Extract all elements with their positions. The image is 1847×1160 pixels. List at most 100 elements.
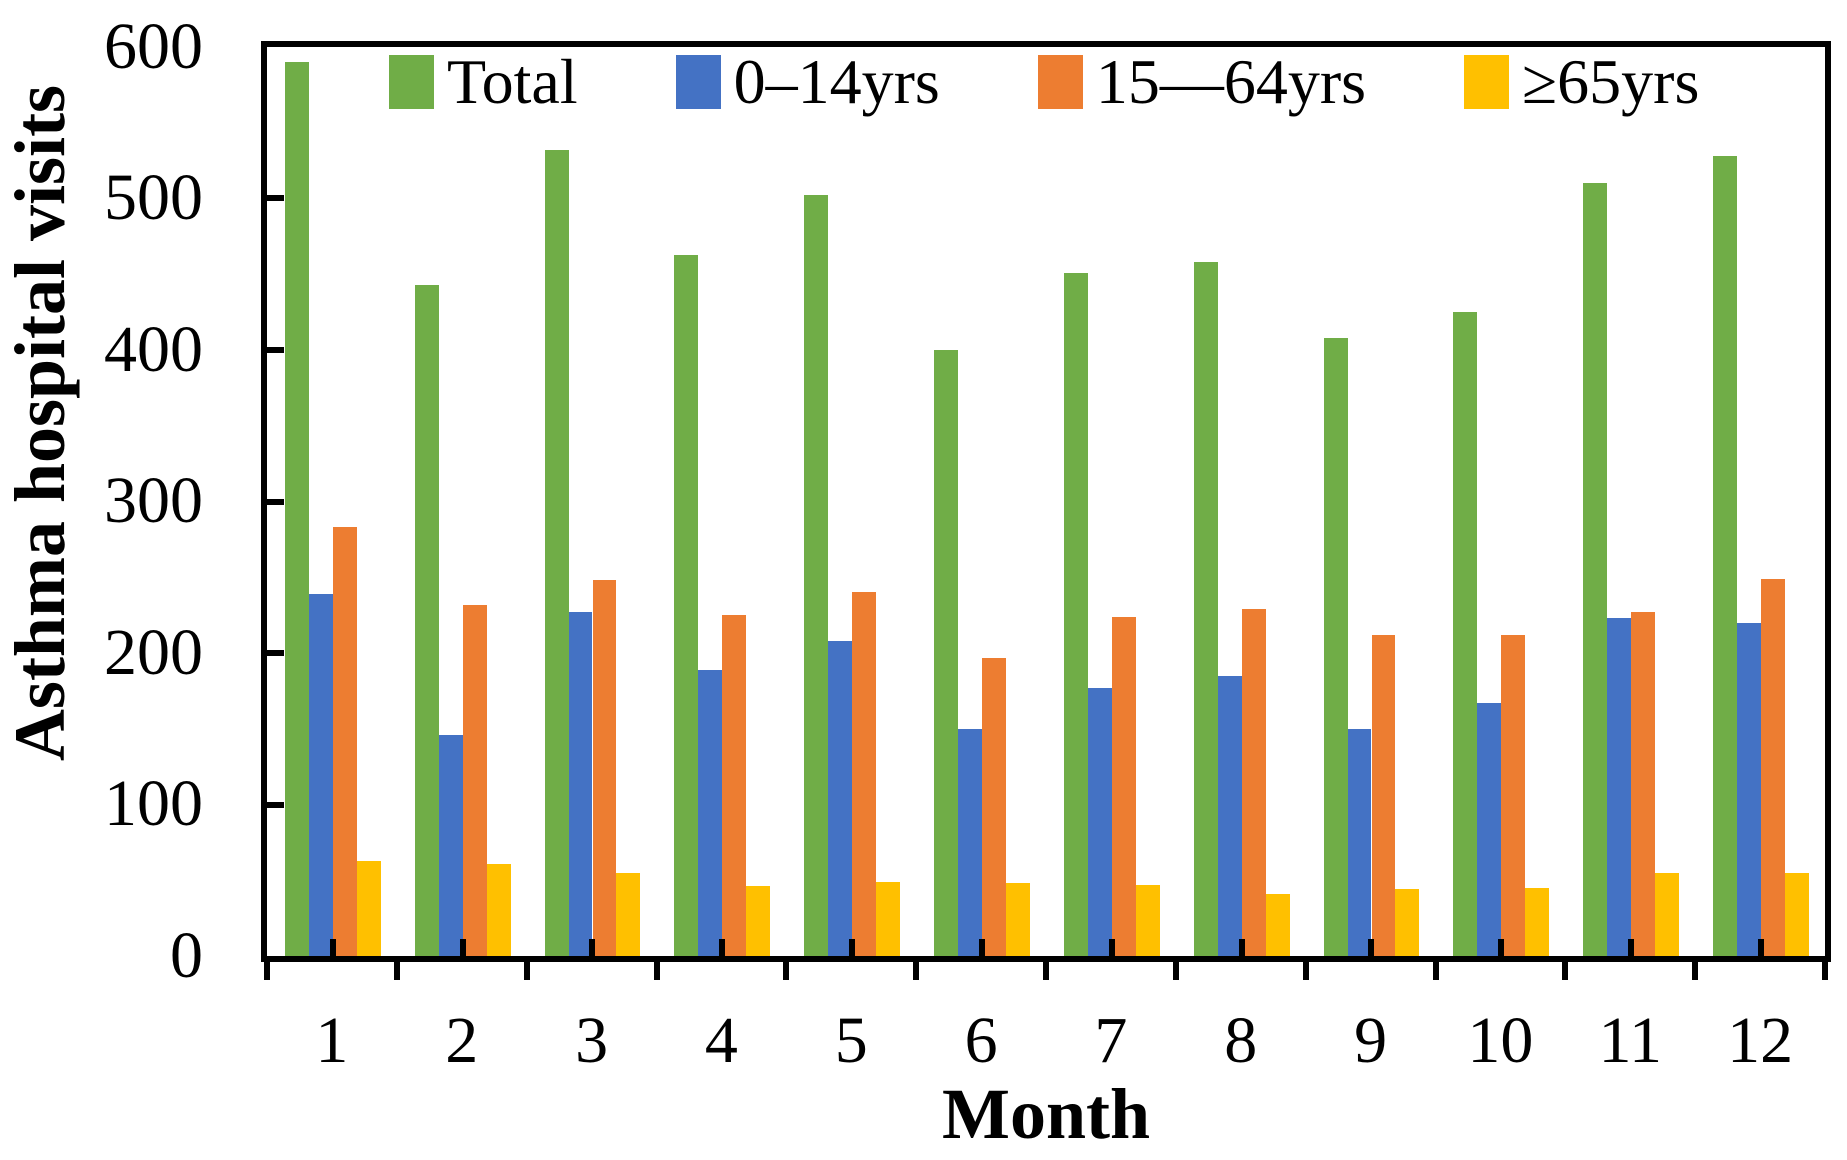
x-tick-label-8: 8 <box>1224 1004 1258 1077</box>
y-axis-tick-500 <box>267 195 284 202</box>
x-tick-label-1: 1 <box>315 1004 349 1077</box>
x-axis-boundary-tick-3 <box>653 956 660 980</box>
x-axis-boundary-tick-11 <box>1692 956 1699 980</box>
y-axis-tick-300 <box>267 498 284 505</box>
bar-total-month-9 <box>1323 337 1348 956</box>
bar-group-month-5 <box>786 47 916 956</box>
bar--65yrs-month-7 <box>1135 884 1160 956</box>
bar-15-64yrs-month-11 <box>1631 612 1656 956</box>
bar--65yrs-month-12 <box>1784 872 1809 956</box>
bar-total-month-6 <box>934 350 959 956</box>
x-axis-title: Month <box>941 1074 1151 1154</box>
bar-15-64yrs-month-8 <box>1241 609 1266 956</box>
legend-swatch-0-14yrs <box>675 55 721 109</box>
x-axis-center-tick-5 <box>849 939 856 956</box>
legend-label--65yrs: ≥65yrs <box>1522 46 1700 117</box>
bar-group-month-10 <box>1436 47 1566 956</box>
bar-0-14yrs-month-1 <box>308 593 333 956</box>
bar-0-14yrs-month-6 <box>958 728 982 956</box>
x-axis-boundary-tick-1 <box>393 956 400 980</box>
bar--65yrs-month-10 <box>1525 887 1550 956</box>
bar-0-14yrs-month-3 <box>568 612 593 956</box>
x-axis-boundary-tick-5 <box>913 956 920 980</box>
legend-item-total: Total <box>389 50 578 114</box>
bar--65yrs-month-5 <box>876 881 901 956</box>
x-axis-boundary-tick-0 <box>264 956 270 980</box>
bar-group-month-2 <box>397 47 527 956</box>
y-axis-tick-100 <box>267 801 284 808</box>
bar-total-month-7 <box>1063 272 1088 956</box>
bar-15-64yrs-month-10 <box>1501 634 1526 956</box>
legend-item--65yrs: ≥65yrs <box>1464 50 1699 114</box>
y-axis-tick-labels: 0 100 200 300 400 500 600 <box>0 0 203 1160</box>
bar-total-month-5 <box>804 195 829 956</box>
legend-swatch--65yrs <box>1464 55 1510 109</box>
x-axis-center-tick-12 <box>1757 939 1764 956</box>
bar-total-month-11 <box>1583 183 1608 956</box>
bar-15-64yrs-month-6 <box>982 657 1006 956</box>
legend: Total 0–14yrs 15—64yrs ≥65yrs <box>389 46 1699 117</box>
bar-0-14yrs-month-7 <box>1087 687 1112 956</box>
x-axis-boundary-tick-10 <box>1562 956 1569 980</box>
x-axis-center-tick-1 <box>329 939 336 956</box>
bar--65yrs-month-2 <box>486 863 511 956</box>
legend-label-total: Total <box>447 46 578 117</box>
x-axis-boundary-tick-8 <box>1302 956 1309 980</box>
bar-15-64yrs-month-9 <box>1371 634 1396 956</box>
bar-total-month-4 <box>674 254 699 956</box>
x-axis-center-tick-9 <box>1368 939 1375 956</box>
legend-swatch-total <box>389 55 434 109</box>
bar-0-14yrs-month-10 <box>1477 703 1502 956</box>
bar-0-14yrs-month-9 <box>1347 728 1372 956</box>
x-tick-label-2: 2 <box>445 1004 479 1077</box>
bar-group-month-6 <box>916 47 1046 956</box>
bar--65yrs-month-8 <box>1265 893 1290 956</box>
bar-total-month-3 <box>544 150 569 956</box>
x-axis-center-tick-8 <box>1238 939 1245 956</box>
x-axis-center-tick-10 <box>1498 939 1505 956</box>
bar--65yrs-month-3 <box>616 872 641 956</box>
y-tick-label-600: 600 <box>104 9 203 83</box>
x-axis-center-tick-4 <box>719 939 726 956</box>
bar--65yrs-month-9 <box>1395 889 1420 956</box>
x-tick-label-9: 9 <box>1354 1004 1388 1077</box>
x-tick-label-12: 12 <box>1727 1004 1794 1077</box>
bar-total-month-10 <box>1453 312 1478 956</box>
x-tick-label-7: 7 <box>1094 1004 1128 1077</box>
bar-total-month-12 <box>1713 156 1738 956</box>
bar-15-64yrs-month-4 <box>722 615 747 956</box>
bar--65yrs-month-11 <box>1655 872 1680 956</box>
x-tick-label-6: 6 <box>964 1004 998 1077</box>
bar-group-month-12 <box>1695 47 1825 956</box>
legend-label-0-14yrs: 0–14yrs <box>733 46 940 117</box>
bar-15-64yrs-month-3 <box>592 580 617 956</box>
x-axis-center-tick-6 <box>978 939 985 956</box>
x-axis-boundary-tick-7 <box>1172 956 1179 980</box>
y-tick-label-200: 200 <box>104 615 203 689</box>
bar-0-14yrs-month-5 <box>828 640 853 956</box>
bar-15-64yrs-month-12 <box>1761 578 1785 956</box>
bar-0-14yrs-month-11 <box>1607 618 1632 956</box>
bar-total-month-8 <box>1193 262 1218 956</box>
x-axis-boundary-tick-12 <box>1822 956 1828 980</box>
legend-label-15-64yrs: 15—64yrs <box>1095 46 1367 117</box>
bar--65yrs-month-6 <box>1005 883 1030 956</box>
legend-swatch-15-64yrs <box>1037 55 1083 109</box>
bar-0-14yrs-month-2 <box>438 734 463 956</box>
bar-15-64yrs-month-7 <box>1111 616 1136 956</box>
x-axis-center-tick-11 <box>1628 939 1635 956</box>
bar-group-month-9 <box>1306 47 1436 956</box>
bar-group-month-1 <box>267 47 397 956</box>
bar-total-month-2 <box>414 284 439 956</box>
bar-0-14yrs-month-8 <box>1217 675 1242 956</box>
x-axis-boundary-tick-9 <box>1432 956 1439 980</box>
bar-group-month-3 <box>527 47 657 956</box>
x-axis-center-tick-2 <box>459 939 466 956</box>
x-axis-boundary-tick-4 <box>783 956 790 980</box>
y-tick-label-500: 500 <box>104 161 203 235</box>
y-axis-tick-200 <box>267 649 284 656</box>
x-axis-center-tick-3 <box>589 939 596 956</box>
x-axis-boundary-tick-6 <box>1043 956 1049 980</box>
bar-total-month-1 <box>284 62 309 956</box>
